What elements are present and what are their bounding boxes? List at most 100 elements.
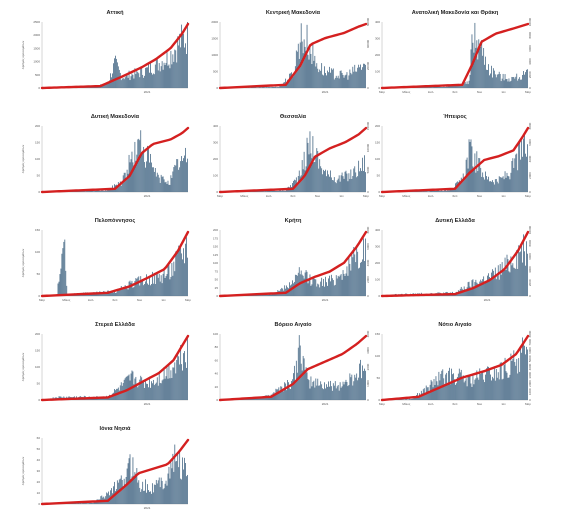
daily-case-bar [339,382,341,400]
daily-case-bar [363,63,364,88]
daily-case-bar [303,358,305,400]
daily-case-bar [297,347,299,400]
daily-case-bar [345,170,347,192]
daily-case-bar [79,502,81,504]
x-tick-label: Σεπ [112,298,117,302]
daily-case-bar [159,487,161,504]
daily-case-bar [323,75,325,88]
daily-case-bar [486,281,487,296]
daily-case-bar [361,170,362,192]
daily-case-bar [335,75,337,88]
daily-case-bar [293,72,295,88]
chart-svg: Στερεά Ελλάδα Αριθμός κρουσμάτων 200 150 100… [21,322,190,406]
daily-case-bar [465,378,467,400]
daily-case-bar [133,286,135,296]
daily-case-bar [343,273,345,296]
daily-case-bar [63,241,65,296]
daily-case-bar [273,190,275,192]
daily-case-bar [484,179,486,192]
daily-case-bar [408,399,410,400]
daily-case-bar [91,293,93,296]
daily-case-bar [490,73,491,88]
daily-case-bar [442,86,444,88]
daily-case-bar [126,288,128,296]
daily-case-bar [268,293,270,296]
daily-case-bar [91,190,93,192]
daily-case-bar [94,190,96,192]
daily-case-bar [431,190,433,192]
daily-case-bar [334,77,336,88]
daily-case-bar [304,369,306,400]
daily-case-bar [277,389,279,400]
daily-case-bar [445,374,447,400]
daily-case-bar [65,270,67,296]
daily-case-bar [437,190,439,192]
daily-case-bar [439,380,441,400]
daily-case-bar [111,77,112,88]
daily-case-bar [58,396,60,400]
right-tick-label: 6000 [366,243,370,250]
daily-case-bar [511,76,513,88]
daily-case-bar [134,472,136,504]
right-tick-label: 8000 [528,32,532,39]
daily-case-bar [461,376,463,400]
daily-case-bar [357,251,359,296]
daily-case-bar [443,191,445,192]
daily-case-bar [299,176,301,192]
daily-case-bar [146,67,147,88]
right-tick-label: 10000 [528,225,532,234]
daily-case-bar [440,87,442,88]
daily-case-bar [129,454,131,504]
daily-case-bar [113,63,114,88]
daily-case-bar [150,62,151,88]
daily-case-bar [464,380,466,400]
daily-case-bar [152,167,154,192]
y-tick-label: 100 [35,250,40,254]
daily-case-bar [252,398,253,400]
daily-case-bar [474,379,476,400]
right-tick-label: 0 [528,295,532,297]
daily-case-bar [136,278,138,296]
daily-case-bar [497,265,499,296]
y-tick-label: 2000 [33,33,40,37]
daily-case-bar [182,259,183,296]
daily-case-bar [451,368,452,400]
daily-case-bar [353,381,355,400]
daily-case-bar [347,79,349,88]
daily-case-bar [141,67,143,88]
daily-case-bar [114,290,115,296]
daily-case-bar [511,265,513,296]
daily-case-bar [106,190,108,192]
daily-case-bar [185,43,186,88]
y-tick-label: 50 [37,272,41,276]
x-tick-label: Νοε [137,298,143,302]
daily-case-bar [357,67,359,88]
y-tick-label: 175 [213,236,218,240]
y-tick-label: 20 [37,480,41,484]
daily-case-bar [517,170,519,192]
daily-case-bar [283,190,285,192]
daily-case-bar [509,179,511,192]
daily-case-bar [302,275,304,296]
daily-case-bar [324,382,325,400]
daily-case-bar [497,372,499,400]
daily-case-bar [75,191,76,192]
daily-case-bar [139,487,141,504]
daily-case-bar [148,63,149,88]
daily-case-bar [311,64,313,88]
daily-case-bar [317,151,319,192]
daily-case-bar [501,262,503,296]
daily-case-bar [131,73,133,88]
daily-case-bar [320,381,322,400]
daily-case-bar [335,183,337,192]
daily-case-bar [315,378,317,400]
daily-case-bar [449,190,450,192]
daily-case-bar [100,292,102,296]
y-tick-label: 150 [35,349,40,353]
daily-case-bar [326,176,327,192]
daily-case-bar [142,481,144,504]
daily-case-bar [146,492,147,504]
daily-case-bar [123,478,125,504]
daily-case-bar [256,398,257,400]
right-tick-label: 4000 [528,58,532,65]
